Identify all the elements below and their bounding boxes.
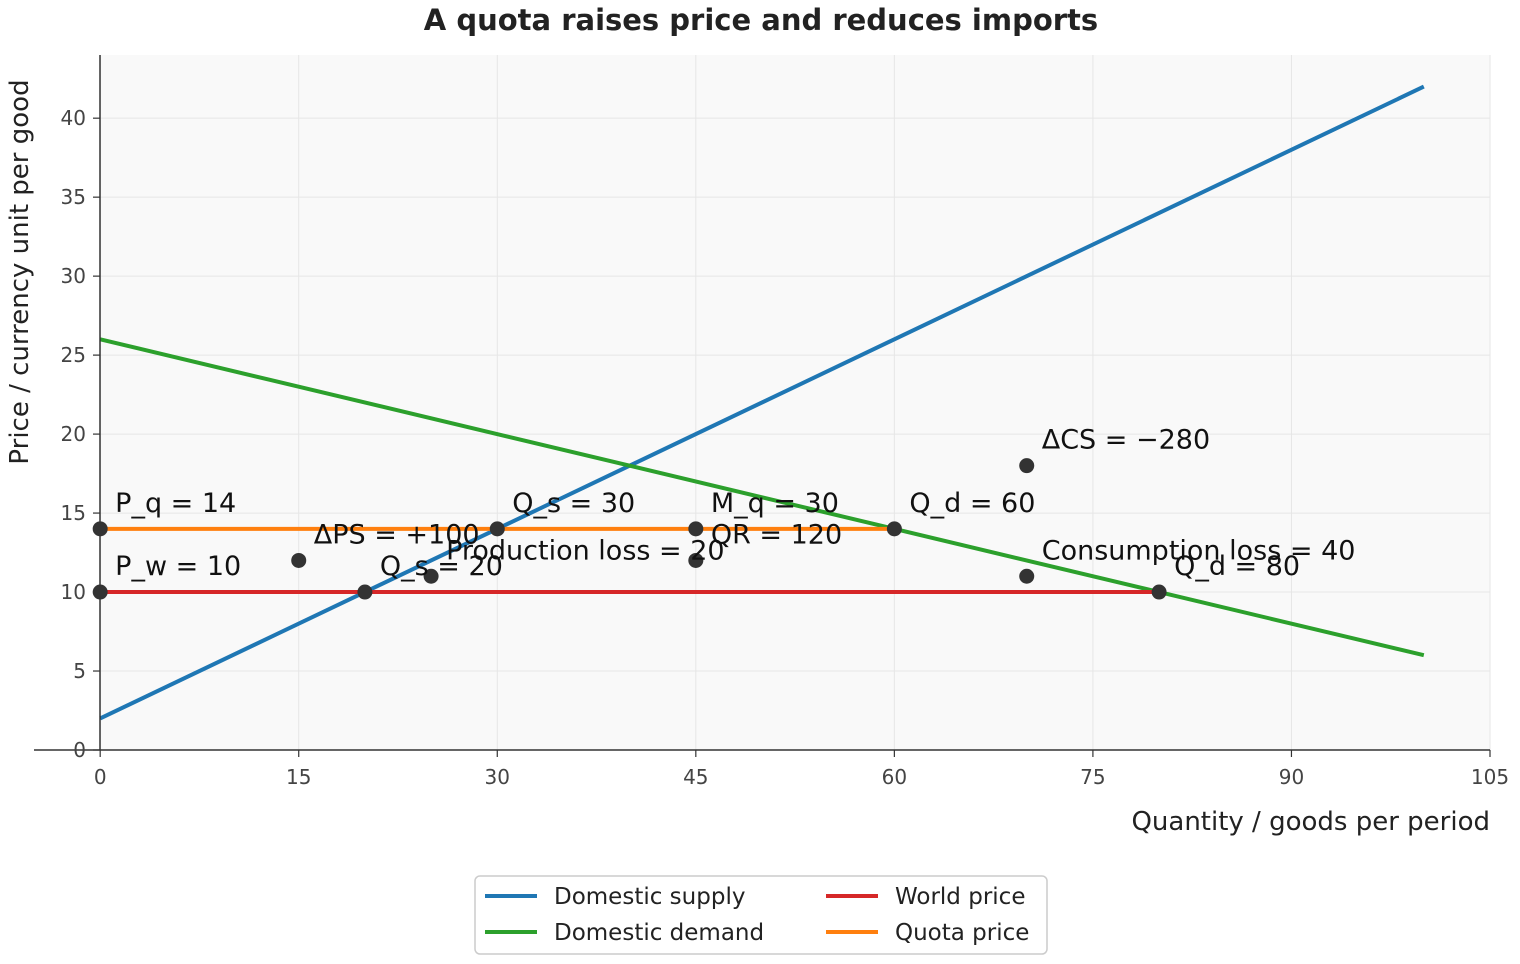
data-point-0 — [92, 521, 108, 537]
annotation-11: Consumption loss = 40 — [1042, 535, 1356, 566]
data-point-4 — [357, 584, 373, 600]
legend-label-3: Quota price — [895, 920, 1029, 946]
y-axis-label: Price / currency unit per good — [5, 79, 35, 464]
annotated-points — [92, 458, 1167, 600]
y-tick-label-5: 25 — [61, 343, 86, 367]
x-tick-label-4: 60 — [882, 765, 907, 789]
y-tick-label-1: 5 — [73, 659, 86, 683]
annotation-2: Q_s = 30 — [512, 488, 635, 519]
data-point-5 — [1151, 584, 1167, 600]
x-tick-label-2: 30 — [485, 765, 510, 789]
annotations: P_q = 14 P_w = 10 Q_s = 30 Q_d = 60 Q_s = 20… — [115, 425, 1355, 582]
x-tick-label-0: 0 — [94, 765, 107, 789]
y-tick-label-0: 0 — [73, 738, 86, 762]
annotation-0: P_q = 14 — [115, 488, 236, 519]
annotation-8: ΔPS = +100 — [314, 519, 480, 550]
annotation-6: M_q = 30 — [711, 488, 839, 519]
series-line-domestic-demand — [99, 337, 1425, 658]
y-tick-label-3: 15 — [61, 501, 86, 525]
legend: Domestic supply Domestic demand World pric… — [474, 875, 1048, 955]
legend-label-1: Domestic demand — [554, 920, 764, 946]
x-ticks: 0 15 30 45 60 75 90 105 — [94, 750, 1509, 789]
data-point-9 — [1019, 458, 1035, 474]
y-ticks: 0 5 10 15 20 25 30 35 40 — [61, 106, 100, 762]
y-tick-label-7: 35 — [61, 185, 86, 209]
legend-label-2: World price — [895, 884, 1025, 910]
annotation-10: Production loss = 20 — [446, 535, 725, 566]
annotation-1: P_w = 10 — [115, 551, 241, 582]
data-point-8 — [291, 552, 307, 568]
plot-area — [100, 55, 1490, 750]
data-point-3 — [886, 521, 902, 537]
x-tick-label-3: 45 — [683, 765, 708, 789]
y-tick-label-6: 30 — [61, 264, 86, 288]
x-tick-label-6: 90 — [1279, 765, 1304, 789]
axes — [34, 55, 1490, 751]
annotation-4: Q_s = 20 — [380, 551, 503, 582]
annotation-9: ΔCS = −280 — [1042, 425, 1210, 456]
data-point-2 — [489, 521, 505, 537]
data-point-1 — [92, 584, 108, 600]
x-tick-label-5: 75 — [1080, 765, 1105, 789]
x-tick-label-1: 15 — [286, 765, 311, 789]
y-tick-label-4: 20 — [61, 422, 86, 446]
legend-box — [474, 875, 1048, 955]
annotation-7: QR = 120 — [711, 519, 842, 550]
x-tick-label-7: 105 — [1471, 765, 1509, 789]
data-point-10 — [423, 568, 439, 584]
x-axis-label: Quantity / goods per period — [1131, 807, 1490, 837]
y-tick-label-8: 40 — [61, 106, 86, 130]
legend-label-0: Domestic supply — [554, 884, 745, 910]
data-point-7 — [688, 552, 704, 568]
chart-title: A quota raises price and reduces imports — [424, 3, 1098, 37]
series-line-domestic-supply — [99, 84, 1425, 721]
data-point-11 — [1019, 568, 1035, 584]
annotation-5: Q_d = 80 — [1174, 551, 1300, 582]
y-tick-label-2: 10 — [61, 580, 86, 604]
annotation-3: Q_d = 60 — [909, 488, 1035, 519]
data-point-6 — [688, 521, 704, 537]
